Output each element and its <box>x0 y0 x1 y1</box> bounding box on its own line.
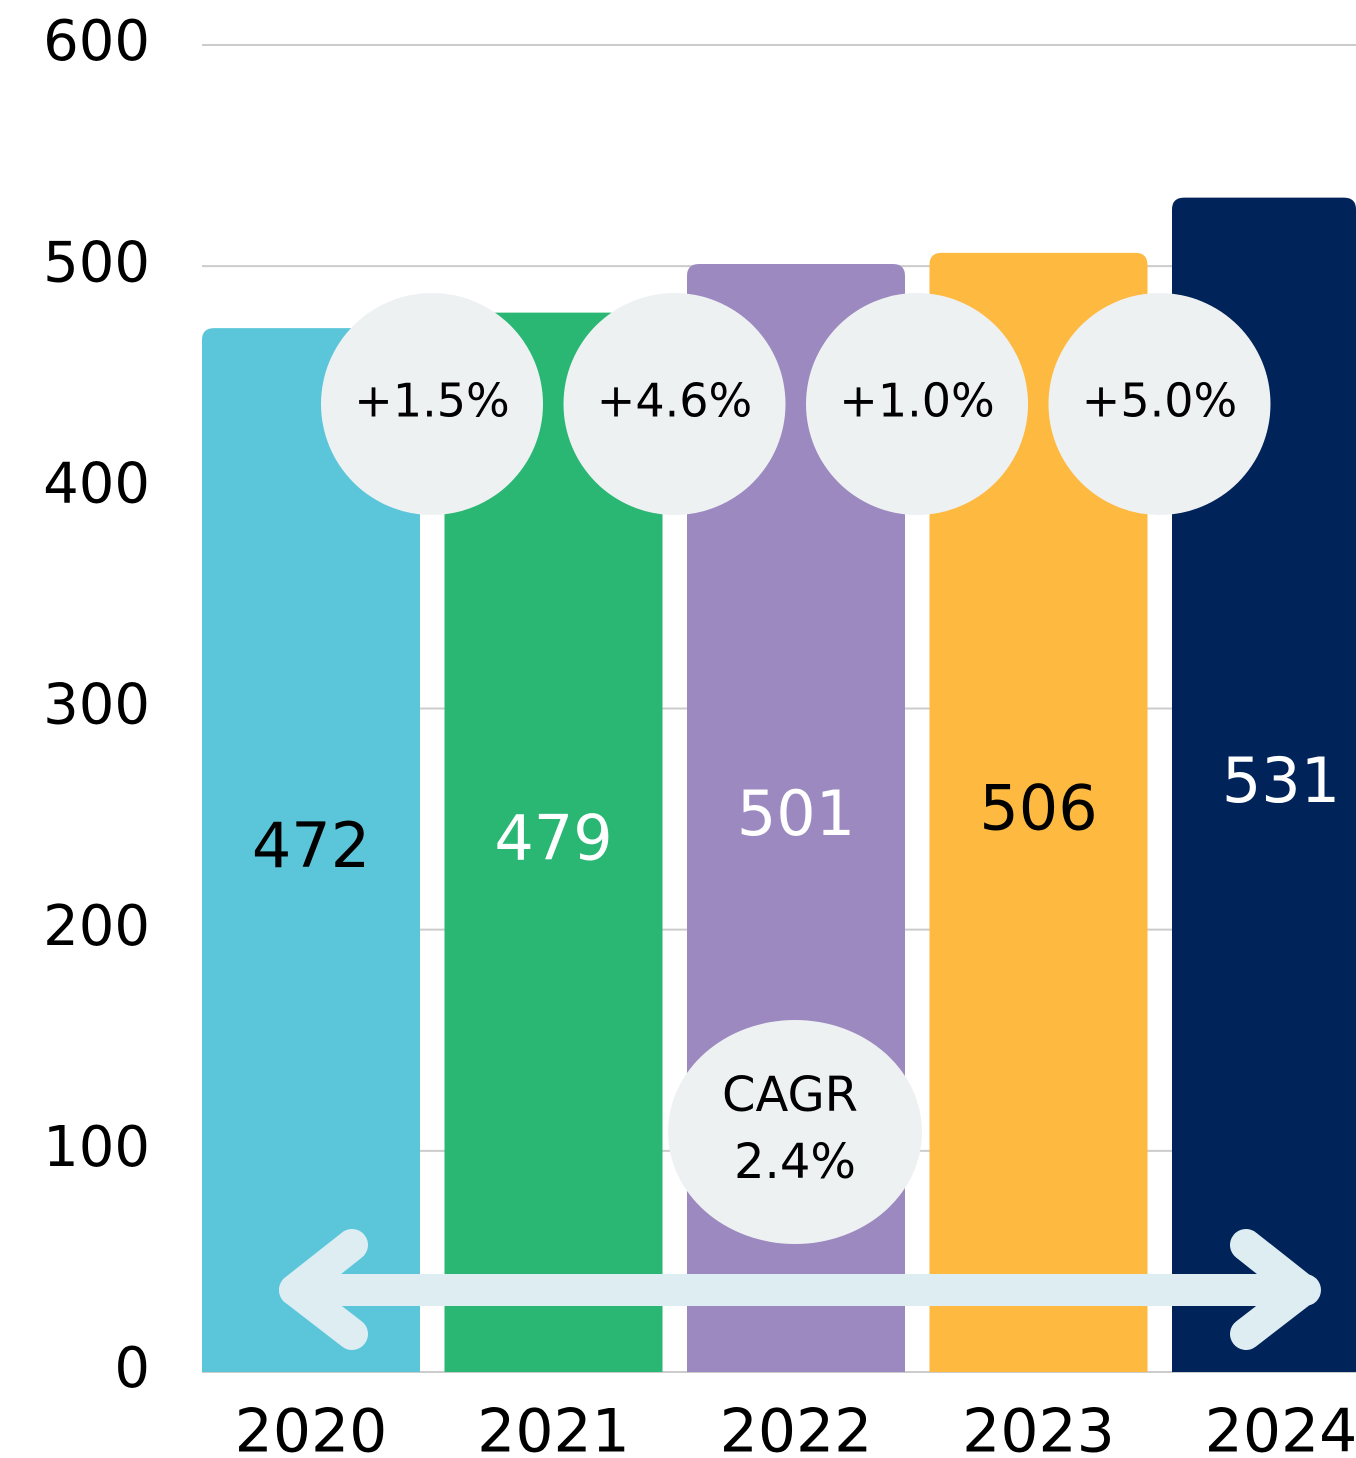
arrow-head-left <box>279 1229 368 1350</box>
bar <box>929 252 1148 1372</box>
cagr-value: 2.4% <box>734 1134 856 1190</box>
x-tick-label: 2022 <box>720 1397 873 1458</box>
x-tick-label: 2021 <box>477 1397 630 1458</box>
bar <box>202 328 420 1373</box>
x-tick-label: 2020 <box>235 1397 388 1458</box>
value-label: 472 <box>252 809 370 882</box>
growth-bubble <box>806 293 1028 515</box>
y-tick-label: 0 <box>114 1336 150 1401</box>
growth-label: +5.0% <box>1082 374 1237 428</box>
growth-label: +4.6% <box>597 374 752 428</box>
y-tick-label: 300 <box>43 673 150 738</box>
value-label: 479 <box>494 801 612 874</box>
arrow-head-right <box>1230 1229 1319 1350</box>
growth-bubble <box>563 293 786 515</box>
value-label: 501 <box>737 777 855 850</box>
y-tick-label: 100 <box>43 1115 150 1180</box>
y-tick-label: 600 <box>43 9 150 74</box>
bar <box>444 312 663 1372</box>
growth-bubble <box>1048 293 1271 515</box>
overlays: +1.5% +4.6% +1.0% +5.0% CAGR 2.4% <box>279 293 1321 1350</box>
growth-label: +1.5% <box>354 374 509 428</box>
cagr-bubble <box>668 1020 922 1244</box>
y-tick-label: 200 <box>43 894 150 959</box>
cagr-label: CAGR <box>722 1067 858 1123</box>
growth-label: +1.0% <box>839 374 994 428</box>
x-tick-label: 2023 <box>962 1397 1115 1458</box>
y-tick-label: 400 <box>43 451 150 516</box>
growth-bubble <box>321 293 543 515</box>
value-label: 531 <box>1222 744 1340 817</box>
x-tick-label: 2024 <box>1205 1397 1356 1458</box>
y-tick-label: 500 <box>43 230 150 295</box>
value-label: 506 <box>979 772 1097 845</box>
